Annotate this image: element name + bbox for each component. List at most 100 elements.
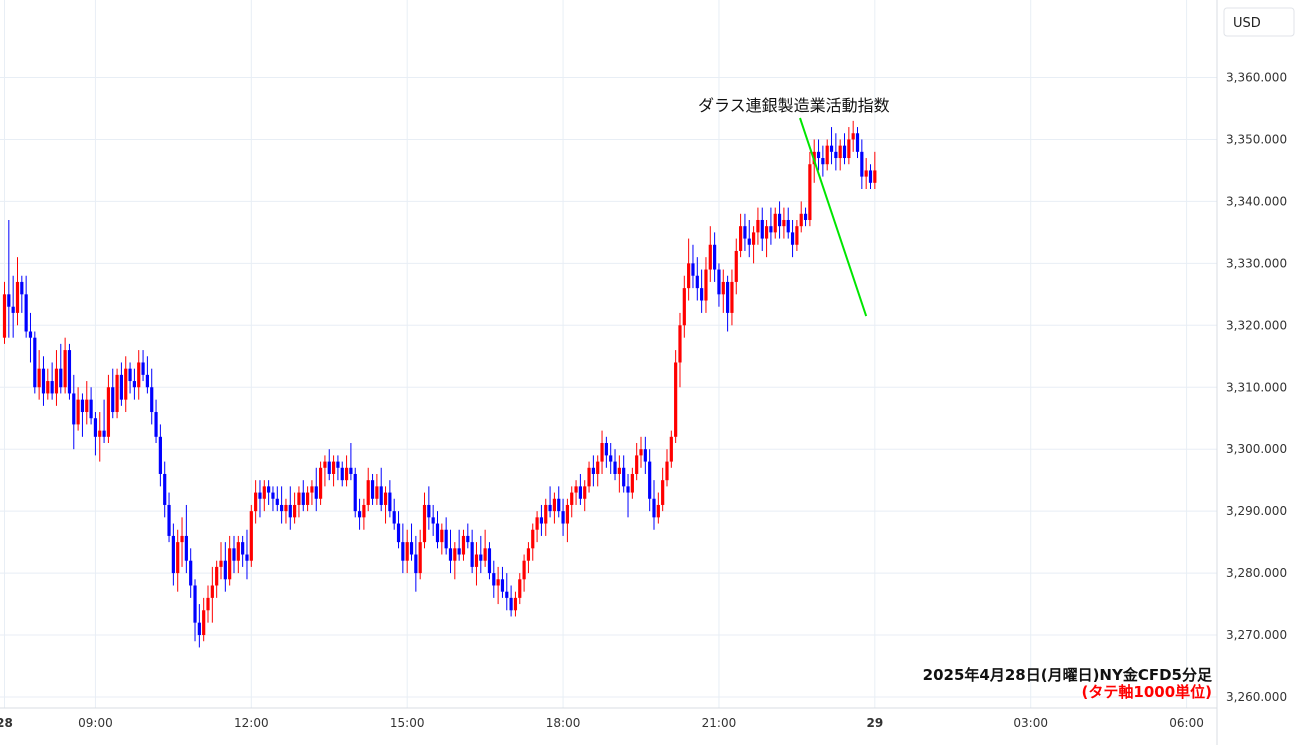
candle	[115, 368, 119, 419]
candle-body	[379, 486, 383, 505]
candle-body	[617, 467, 621, 474]
candle	[448, 529, 453, 574]
candle-body	[67, 350, 72, 394]
candle	[72, 374, 76, 450]
candle	[280, 486, 284, 524]
candle	[176, 529, 180, 592]
candle	[366, 467, 370, 512]
candle-body	[176, 542, 180, 574]
candle	[535, 511, 539, 543]
candle	[288, 486, 292, 530]
candle-body	[816, 151, 821, 159]
candle-body	[604, 443, 608, 456]
candle	[357, 498, 362, 530]
candle	[821, 145, 825, 177]
candle-body	[808, 164, 812, 220]
candle-body	[518, 579, 522, 598]
candle	[500, 566, 505, 598]
candle-body	[678, 325, 682, 363]
candle-body	[124, 368, 128, 400]
candle	[842, 133, 847, 165]
y-tick-label: 3,270.000	[1226, 628, 1287, 642]
candle	[626, 473, 630, 518]
candle	[59, 343, 63, 394]
currency-button-label[interactable]: USD	[1233, 16, 1261, 31]
candle	[591, 455, 595, 487]
candle	[219, 542, 223, 580]
candle-body	[565, 504, 569, 524]
candle-body	[474, 554, 479, 567]
x-tick-label: 18:00	[546, 716, 581, 730]
candle	[327, 449, 331, 481]
candle	[604, 436, 608, 468]
candle-body	[111, 387, 115, 413]
candle-body	[50, 381, 54, 394]
candle-body	[864, 170, 868, 177]
candle-body	[388, 492, 392, 512]
candle-body	[401, 542, 405, 561]
candle-body	[600, 443, 604, 462]
candle-body	[128, 368, 132, 382]
candle-body	[457, 548, 461, 555]
candle	[310, 480, 314, 505]
candle-body	[751, 232, 756, 245]
candle	[734, 238, 738, 295]
candle	[119, 362, 124, 406]
candle	[691, 244, 695, 289]
candle-body	[570, 492, 574, 505]
candle	[773, 207, 777, 239]
candle-body	[20, 281, 24, 295]
candle-body	[829, 145, 834, 152]
candle	[440, 523, 444, 555]
candle	[561, 498, 565, 536]
candle	[829, 127, 834, 165]
candle-body	[215, 566, 219, 586]
candle-body	[470, 542, 474, 567]
candle	[80, 393, 85, 437]
candle-body	[106, 387, 111, 437]
candle	[236, 535, 240, 574]
candle	[474, 542, 479, 586]
candle	[102, 399, 106, 444]
candle	[275, 486, 279, 512]
candle	[124, 356, 128, 413]
candle-body	[842, 145, 847, 159]
candle-body	[102, 430, 106, 437]
candle-body	[15, 281, 20, 313]
candle-body	[652, 498, 656, 518]
candle-body	[370, 480, 375, 499]
candle	[24, 275, 28, 338]
candle	[487, 542, 492, 580]
candle-body	[448, 548, 453, 561]
candle	[617, 455, 621, 493]
candle-body	[799, 213, 803, 227]
candle	[648, 449, 652, 512]
y-tick-label: 3,280.000	[1226, 566, 1287, 580]
candle	[652, 480, 656, 530]
candle	[245, 529, 249, 580]
grid	[0, 0, 1217, 708]
candle	[137, 350, 141, 400]
candle	[189, 548, 193, 598]
candle	[128, 362, 132, 394]
candle	[665, 449, 669, 487]
candle	[375, 473, 379, 505]
candle-body	[405, 542, 409, 561]
candle-body	[145, 374, 149, 388]
candle	[141, 350, 145, 382]
candle	[11, 275, 15, 338]
candle	[184, 504, 188, 574]
candle	[760, 207, 764, 251]
currency-button[interactable]: USD	[1223, 7, 1295, 37]
candle	[864, 158, 868, 190]
candle-body	[197, 622, 201, 636]
candle-body	[228, 548, 232, 580]
candle-body	[245, 554, 249, 561]
candle	[249, 504, 253, 567]
currency-button-frame[interactable]	[1223, 7, 1295, 37]
candle-body	[254, 492, 258, 512]
candle-body	[431, 517, 435, 524]
candle	[41, 356, 46, 406]
candle	[388, 480, 392, 518]
candle	[751, 226, 756, 264]
